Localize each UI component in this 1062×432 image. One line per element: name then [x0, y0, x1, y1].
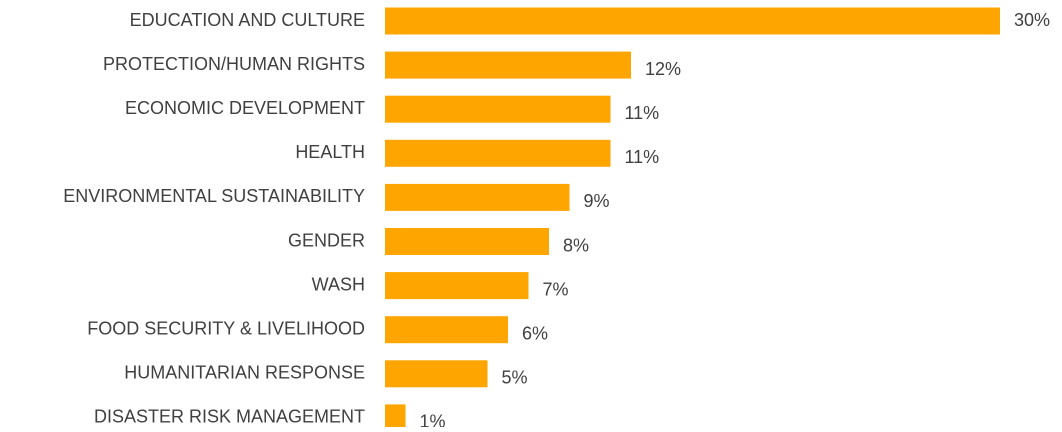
bar: [385, 7, 1000, 35]
category-label: HEALTH: [295, 142, 365, 162]
value-label: 1%: [420, 412, 446, 427]
bar: [385, 51, 631, 79]
bar: [385, 360, 488, 388]
bar: [385, 95, 611, 123]
category-label: ENVIRONMENTAL SUSTAINABILITY: [63, 186, 365, 206]
category-label: GENDER: [288, 230, 365, 250]
value-label: 11%: [625, 147, 660, 167]
value-label: 9%: [584, 191, 610, 211]
category-label: HUMANITARIAN RESPONSE: [124, 363, 365, 383]
category-label: WASH: [312, 274, 365, 294]
value-label: 30%: [1014, 10, 1050, 30]
value-label: 7%: [543, 279, 569, 299]
category-label: EDUCATION AND CULTURE: [130, 10, 365, 30]
value-label: 12%: [645, 59, 681, 79]
value-label: 8%: [563, 235, 589, 255]
category-label: ECONOMIC DEVELOPMENT: [125, 98, 365, 118]
bar: [385, 272, 529, 300]
bar: [385, 183, 570, 211]
category-label: DISASTER RISK MANAGEMENT: [94, 407, 365, 427]
value-label: 11%: [625, 103, 660, 123]
bar: [385, 316, 508, 344]
bar: [385, 228, 549, 255]
value-label: 6%: [522, 323, 548, 343]
category-label: PROTECTION/HUMAN RIGHTS: [103, 54, 365, 74]
category-label: FOOD SECURITY & LIVELIHOOD: [87, 318, 365, 338]
bar: [385, 404, 406, 432]
value-label: 5%: [502, 368, 528, 388]
bar: [385, 139, 611, 167]
